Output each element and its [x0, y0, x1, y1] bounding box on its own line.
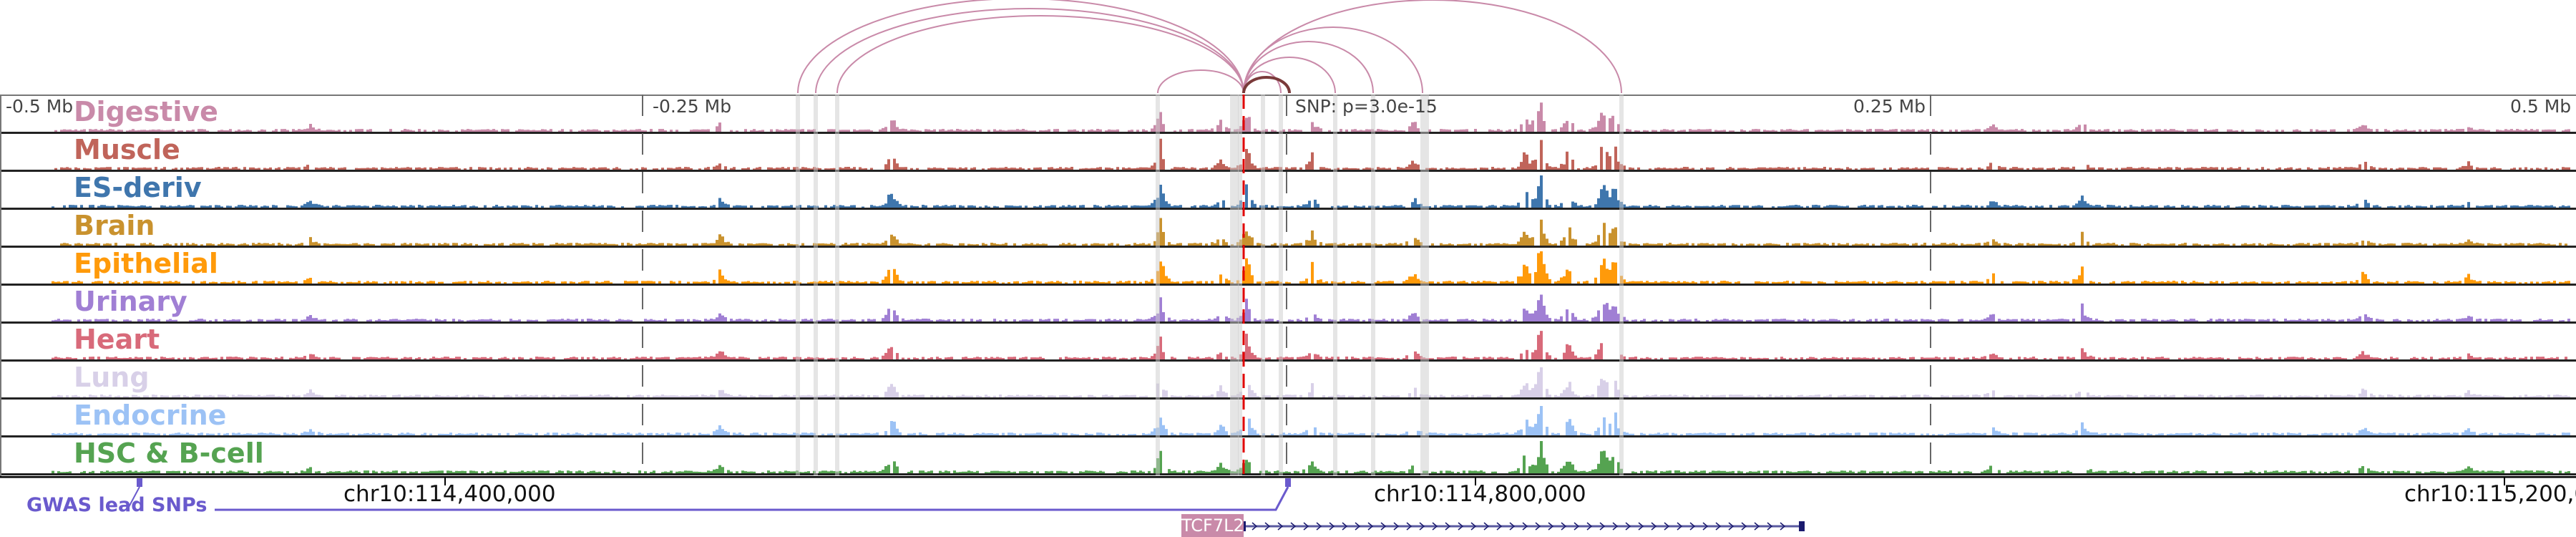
track-endocrine: Endocrine [1, 400, 2576, 437]
loop-arc [1243, 41, 1374, 94]
track-hsc-b-cell: HSC & B-cell [1, 437, 2576, 475]
track-label: Muscle [74, 134, 180, 165]
axis-label: chr10:114,400,000 [343, 481, 556, 507]
track-brain: Brain [1, 210, 2576, 248]
rel-tick-plus-0.5: 0.5 Mb [2510, 96, 2572, 117]
track-label: Heart [74, 324, 160, 355]
axis-label: chr10:115,200,000 [2404, 481, 2576, 507]
track-label: HSC & B-cell [74, 437, 264, 469]
track-label: Brain [74, 210, 155, 241]
track-muscle: Muscle [1, 134, 2576, 172]
gwas-snp-marker[interactable] [1285, 478, 1291, 487]
rel-tick-minus-0.5: -0.5 Mb [6, 96, 74, 117]
track-lung: Lung [1, 362, 2576, 400]
loop-arc [1242, 76, 1291, 94]
track-panel: Digestive Muscle ES-deriv Brain Epithelial Ur… [0, 95, 2576, 478]
track-label: Endocrine [74, 400, 227, 431]
track-urinary: Urinary [1, 286, 2576, 324]
loop-arc [797, 0, 1244, 94]
signal-bars [54, 138, 2570, 170]
genome-axis-and-genes [0, 476, 2576, 531]
track-es-deriv: ES-deriv [1, 172, 2576, 210]
gwas-track-label: GWAS lead SNPs [26, 494, 208, 516]
signal-bars [52, 294, 2570, 321]
track-label: Lung [74, 362, 150, 393]
axis-label: chr10:114,800,000 [1374, 481, 1586, 507]
loop-arc [1243, 0, 1622, 94]
signal-bars [52, 331, 2567, 359]
track-digestive: Digestive [1, 96, 2576, 134]
track-heart: Heart [1, 324, 2576, 362]
signal-bars [52, 406, 2570, 435]
loop-arc [1243, 57, 1336, 94]
gwas-connector [215, 486, 1289, 511]
track-label: Epithelial [74, 248, 218, 279]
gene-tcf7l2[interactable]: TCF7L2 [1181, 514, 1244, 537]
chromatin-loop-arcs [797, 0, 1622, 94]
loop-arc [1157, 69, 1244, 94]
signal-bars [54, 102, 2570, 132]
signal-bars [52, 251, 2570, 284]
signal-bars [60, 218, 2567, 246]
loop-arc [836, 15, 1244, 94]
strand-arrows [1252, 522, 1786, 531]
signal-bars [52, 367, 2570, 397]
gwas-snp-marker[interactable] [137, 478, 142, 487]
track-label: ES-deriv [74, 172, 202, 203]
rel-tick-minus-0.25: -0.25 Mb [653, 96, 732, 117]
gene-exon [1799, 521, 1805, 531]
signal-bars [52, 441, 2570, 473]
track-label: Digestive [74, 96, 218, 127]
rel-tick-plus-0.25: 0.25 Mb [1853, 96, 1926, 117]
snp-pvalue-label: SNP: p=3.0e-15 [1295, 96, 1438, 117]
signal-bars [52, 175, 2570, 208]
track-epithelial: Epithelial [1, 248, 2576, 286]
track-label: Urinary [74, 286, 187, 317]
loop-arc [815, 8, 1244, 94]
